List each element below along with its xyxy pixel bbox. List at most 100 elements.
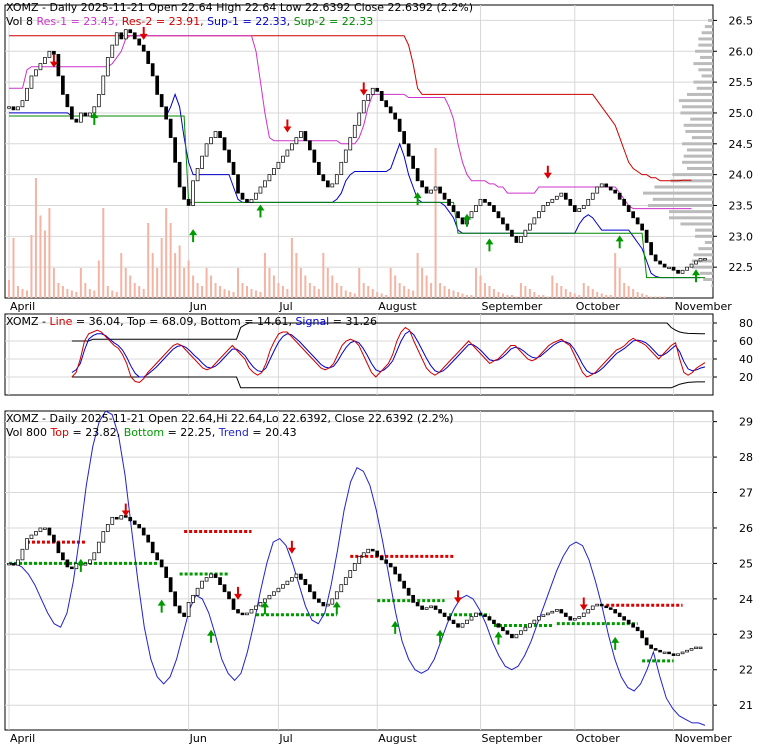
y-tick-label: 23.5 — [729, 199, 754, 212]
candle — [114, 516, 119, 520]
candle — [213, 573, 218, 578]
volume-profile-bar — [672, 173, 713, 177]
candle — [7, 106, 11, 109]
volume-bar — [439, 283, 442, 298]
candle — [191, 180, 195, 206]
candle — [662, 651, 667, 654]
candle — [61, 552, 65, 561]
volume-bar — [57, 283, 60, 298]
volume-bar — [452, 290, 455, 298]
candle — [581, 205, 586, 209]
candle — [698, 646, 703, 649]
candle — [370, 548, 375, 552]
title-segment: XOMZ - Daily 2025-11-21 Open 22.64,Hi 22… — [6, 412, 454, 425]
volume-profile-bar — [696, 86, 713, 90]
candle — [182, 612, 186, 617]
y-tick-label: 25.5 — [729, 76, 754, 89]
volume-profile-bar — [701, 31, 713, 35]
candle — [577, 208, 582, 212]
volume-bar — [228, 290, 231, 298]
volume-bar — [299, 268, 302, 298]
candle — [231, 161, 236, 175]
volume-profile-bar — [699, 55, 713, 59]
candle — [164, 566, 169, 578]
up-arrow — [494, 631, 503, 645]
candle — [622, 616, 627, 621]
volume-bar — [245, 286, 248, 298]
candle — [608, 186, 613, 191]
candle — [496, 211, 501, 219]
volume-bar — [335, 283, 338, 298]
y-tick-label: 25.0 — [729, 107, 754, 120]
up-arrow — [189, 229, 198, 243]
candle — [581, 612, 586, 617]
candle — [667, 266, 671, 270]
up-arrow — [611, 636, 620, 650]
candle — [698, 258, 703, 262]
candle — [492, 619, 496, 625]
volume-profile-bar — [652, 197, 713, 201]
title-segment: Res-1 = 23.45, — [36, 15, 121, 28]
candle — [397, 573, 402, 582]
candle — [460, 217, 465, 225]
arrow-head — [436, 629, 445, 636]
candle — [703, 258, 707, 261]
y-tick-label: 80 — [739, 317, 753, 330]
volume-profile-bar — [698, 68, 713, 72]
candle — [429, 605, 433, 609]
price-panel: 22.5 23.0 23.5 24.0 24.5 25.0 25.5 26.0 26.5 Apri… — [4, 4, 754, 313]
candle — [20, 100, 25, 108]
candle — [447, 198, 451, 206]
volume-bar — [304, 275, 307, 298]
candle — [384, 559, 389, 564]
candle — [141, 44, 146, 52]
up-arrow — [256, 204, 265, 218]
candle — [415, 602, 420, 607]
x-tick-label: September — [481, 300, 542, 313]
volume-bar — [394, 275, 397, 298]
volume-bar — [317, 289, 320, 298]
volume-bar — [223, 289, 226, 298]
volume-bar — [551, 275, 554, 298]
candle — [662, 263, 667, 268]
down-arrow — [234, 586, 243, 600]
trend-line — [9, 410, 706, 726]
arrow-head — [543, 172, 552, 179]
candle — [487, 202, 492, 206]
candle — [559, 609, 564, 614]
candle — [299, 573, 303, 580]
sup1-line — [9, 92, 701, 279]
candle — [501, 217, 505, 225]
volume-bar — [187, 260, 190, 298]
candle — [316, 598, 321, 603]
candle — [492, 205, 496, 212]
x-tick-label: Jun — [189, 300, 207, 313]
candle — [415, 168, 420, 182]
candle — [168, 577, 173, 593]
arrow-head — [157, 599, 166, 606]
volume-bar — [515, 296, 518, 298]
title-segment: XOMZ - — [6, 315, 49, 328]
title-segment: Sup-2 = 22.33 — [294, 15, 374, 28]
title-segment: = 68.09, — [146, 315, 201, 328]
volume-bar — [214, 283, 217, 298]
down-arrow — [579, 597, 588, 611]
x-tick-label: August — [378, 732, 417, 745]
up-arrow — [485, 238, 494, 252]
volume-profile-bar — [691, 259, 713, 263]
candle — [438, 609, 442, 614]
volume-bar — [268, 268, 271, 298]
candle — [281, 584, 285, 589]
candle — [258, 602, 263, 607]
candle — [505, 630, 510, 635]
volume-bar — [205, 268, 208, 298]
candle — [357, 112, 362, 126]
candle — [330, 598, 335, 605]
candle — [330, 183, 335, 188]
volume-bar — [160, 238, 163, 298]
candle — [96, 541, 101, 554]
candle — [258, 186, 263, 194]
up-arrow — [76, 558, 85, 572]
title-segment: Vol 8 — [6, 15, 36, 28]
